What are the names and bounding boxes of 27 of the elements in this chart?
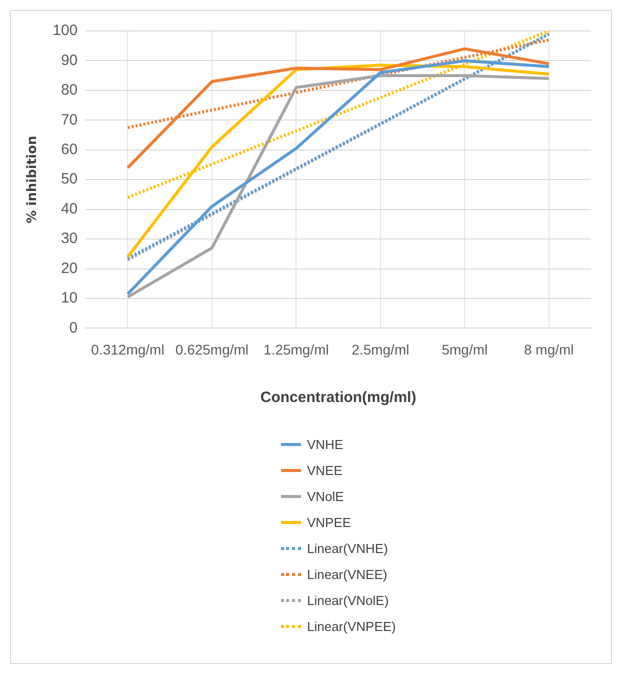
y-tick-label: 10 <box>60 290 78 307</box>
y-tick-label: 70 <box>60 111 78 128</box>
y-tick-label: 30 <box>60 230 78 248</box>
y-tick-label: 40 <box>60 200 78 218</box>
x-tick-label: 2.5mg/ml <box>352 341 410 358</box>
y-axis-title: % inhibition <box>25 136 40 224</box>
legend-label: Linear(VNEE) <box>307 566 388 582</box>
legend-label: VNEE <box>307 462 342 478</box>
x-tick-label: 0.312mg/ml <box>91 341 164 358</box>
legend-label: VNPEE <box>307 514 352 530</box>
legend-label: VNHE <box>307 436 344 452</box>
legend-label: Linear(VNolE) <box>307 592 389 608</box>
x-tick-label: 5mg/ml <box>442 341 488 358</box>
y-tick-label: 50 <box>60 170 78 188</box>
legend-label: Linear(VNHE) <box>307 540 388 556</box>
x-tick-label: 1.25mg/ml <box>264 341 329 358</box>
x-tick-label: 0.625mg/ml <box>175 341 249 358</box>
x-axis-title: Concentration(mg/ml) <box>260 389 416 406</box>
legend-label: Linear(VNPEE) <box>307 618 396 634</box>
y-tick-label: 60 <box>60 141 78 158</box>
legend-label: VNolE <box>307 488 344 504</box>
y-tick-label: 90 <box>60 52 78 69</box>
x-tick-label: 8 mg/ml <box>524 341 574 358</box>
y-tick-label: 0 <box>69 319 78 336</box>
y-tick-label: 20 <box>60 260 78 277</box>
y-tick-label: 100 <box>52 22 78 40</box>
y-tick-label: 80 <box>60 82 78 99</box>
